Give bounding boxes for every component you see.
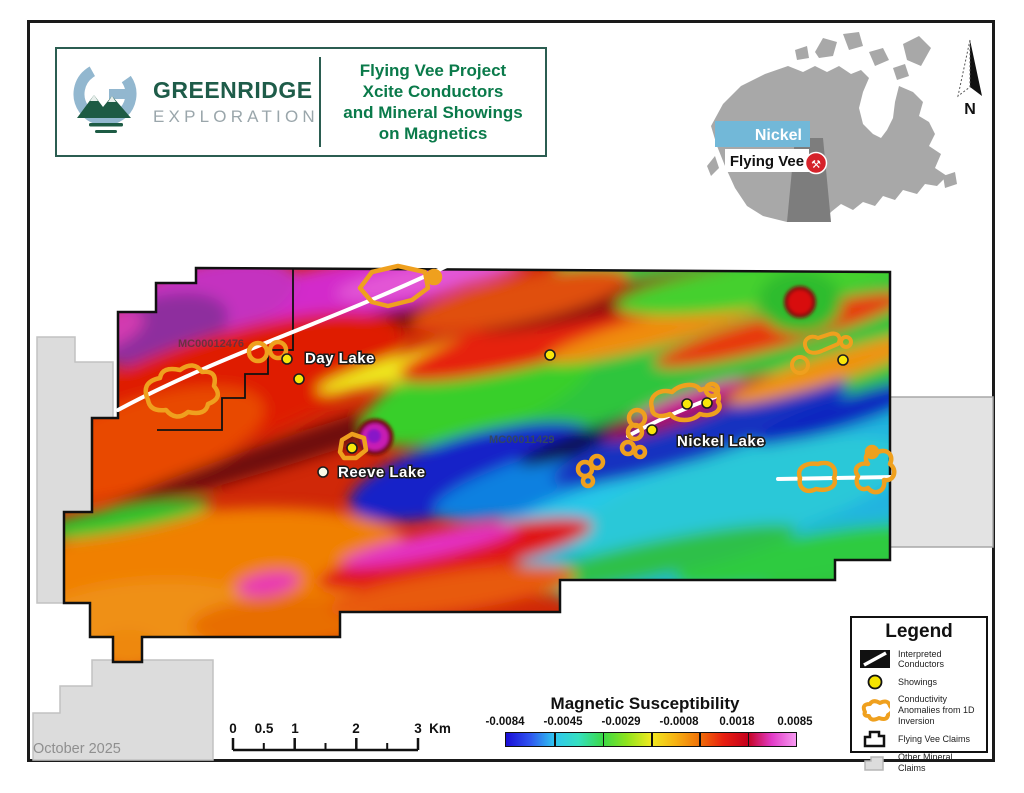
nickel-banner-label: Nickel: [755, 127, 802, 144]
anomaly-outline: [246, 340, 270, 364]
company-subtitle: EXPLORATION: [153, 107, 319, 126]
showing-dot: [681, 398, 693, 410]
canada-silhouette: [707, 32, 957, 222]
north-label: N: [964, 101, 976, 118]
nickel-banner: [715, 121, 810, 147]
anomaly-outline: [703, 381, 721, 399]
anomaly-outline: [143, 363, 221, 419]
other-mineral-claims-icon: [859, 754, 891, 772]
legend-item-anomalies: Conductivity Anomalies from 1D Inversion: [852, 693, 986, 728]
map-title: Flying Vee Project Xcite Conductors and …: [321, 49, 545, 155]
map-title-line: and Mineral Showings: [343, 103, 523, 122]
colorbar-tick: -0.0008: [659, 716, 699, 728]
legend-item-flying-vee-claims: Flying Vee Claims: [852, 728, 986, 751]
label-reeve-lake: Reeve Lake: [338, 464, 426, 481]
scale-bar: 0 0.5 1 2 3 Km: [229, 721, 451, 752]
colorbar-gradient: [505, 732, 797, 747]
anomaly-outline: [357, 263, 431, 309]
header-divider: [319, 57, 321, 147]
anomaly-outline: [425, 268, 443, 286]
mineral-showings: [281, 349, 849, 478]
flying-vee-label: Flying Vee: [730, 153, 804, 170]
anomaly-outline: [580, 473, 596, 489]
map-title-line: Xcite Conductors: [362, 82, 504, 101]
title-block: GREENRIDGE EXPLORATION Flying Vee Projec…: [55, 47, 547, 157]
magnetic-susceptibility-scale: Magnetic Susceptibility -0.0084 -0.0045 …: [470, 694, 820, 754]
flying-vee-label-bg: [725, 149, 809, 172]
scale-label: 0: [229, 721, 237, 736]
colorbar-tick: 0.0085: [777, 716, 813, 728]
canada-location-inset: Nickel Flying Vee ⚒ N: [707, 32, 982, 222]
anomaly-outline: [803, 331, 842, 355]
colorbar-tick: -0.0084: [485, 716, 525, 728]
conductor-line: [116, 264, 449, 412]
flying-vee-claims-boundary: [62, 266, 892, 664]
scale-label: 1: [291, 721, 299, 736]
colorbar-title: Magnetic Susceptibility: [550, 694, 740, 713]
legend-label: Other Mineral Claims: [898, 752, 953, 774]
showing-dot: [281, 353, 293, 365]
label-day-lake: Day Lake: [305, 350, 375, 367]
colorbar-tick: -0.0029: [601, 716, 641, 728]
north-arrow-icon: N: [957, 39, 982, 118]
other-mineral-claims: [32, 336, 994, 761]
scale-label: 3: [414, 721, 422, 736]
showing-dot: [701, 397, 713, 409]
sharp-magnetic-anomalies: [356, 286, 816, 456]
conductivity-anomaly-icon: [859, 698, 891, 722]
project-marker: [804, 151, 828, 175]
legend-item-showings: Showings: [852, 672, 986, 693]
anomaly-outline: [790, 355, 810, 375]
legend-title: Legend: [885, 621, 953, 642]
anomaly-outline: [648, 382, 722, 423]
map-date: October 2025: [33, 741, 121, 757]
anomaly-outline: [625, 422, 645, 442]
map-title-line: Flying Vee Project: [359, 61, 507, 80]
scale-label: 2: [352, 721, 360, 736]
showing-dot: [346, 442, 358, 454]
legend-label: Conductivity Anomalies from 1D Inversion: [898, 694, 975, 726]
showing-dot-icon: [859, 673, 891, 691]
scale-unit: Km: [429, 721, 451, 736]
colorbar-tick: -0.0045: [543, 716, 583, 728]
claim-id-left: MC00012476: [178, 338, 244, 350]
interpreted-conductor-icon: [859, 649, 891, 669]
showing-dot: [293, 373, 305, 385]
legend-item-conductors: Interpreted Conductors: [852, 647, 986, 672]
showing-dot: [646, 424, 658, 436]
label-nickel-lake: Nickel Lake: [677, 433, 765, 450]
anomaly-outline: [796, 460, 838, 494]
map-title-line: on Magnetics: [378, 124, 488, 143]
scale-label: 0.5: [255, 721, 274, 736]
colorbar-tick: 0.0018: [719, 716, 755, 728]
conductivity-anomalies: [143, 263, 897, 495]
anomaly-outline: [864, 444, 880, 460]
outer-frame: [27, 20, 995, 762]
company-logo: GREENRIDGE EXPLORATION: [57, 49, 319, 155]
anomaly-outline: [632, 444, 648, 460]
legend-label: Flying Vee Claims: [898, 734, 971, 745]
anomaly-outline: [588, 453, 606, 471]
colorbar-tick-labels: -0.0084 -0.0045 -0.0029 -0.0008 0.0018 0…: [470, 716, 820, 731]
anomaly-outline: [267, 339, 289, 361]
greenridge-logo-icon: [73, 62, 137, 133]
showing-dot: [837, 354, 849, 366]
legend-label: Interpreted Conductors: [898, 648, 945, 670]
claim-id-center: MC00011429: [489, 434, 554, 446]
anomaly-outline: [337, 431, 369, 461]
flying-vee-claims-icon: [859, 729, 891, 749]
company-name: GREENRIDGE: [153, 77, 313, 103]
legend-label: Showings: [898, 676, 938, 687]
showing-dot: [317, 466, 329, 478]
crossed-hammers-icon: ⚒: [811, 159, 821, 171]
legend-item-other-claims: Other Mineral Claims: [852, 751, 986, 776]
showing-dot: [544, 349, 556, 361]
legend: Legend Interpreted Conductors Showings C…: [850, 616, 988, 773]
anomaly-outline: [839, 335, 853, 349]
